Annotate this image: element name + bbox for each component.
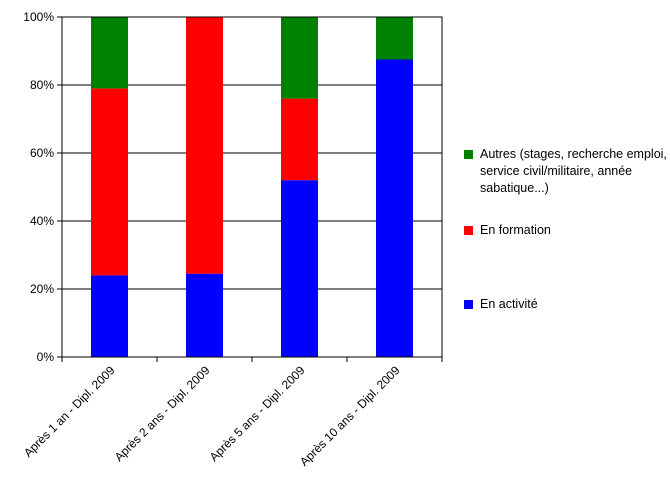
- x-tick-label: Après 10 ans - Dipl. 2009: [297, 363, 403, 469]
- legend-swatch: [464, 150, 473, 159]
- bar-segment: [186, 273, 223, 357]
- bars: [91, 17, 413, 357]
- bar-segment: [376, 59, 413, 357]
- legend-label: En formation: [480, 223, 551, 237]
- bar-segment: [186, 17, 223, 274]
- legend-item: En formation: [464, 222, 670, 239]
- bar-segment: [91, 17, 128, 89]
- y-tick-label: 0%: [37, 350, 55, 364]
- bar-segment: [91, 88, 128, 276]
- legend-label: En activité: [480, 297, 538, 311]
- y-tick-label: 100%: [23, 10, 54, 24]
- y-tick-label: 20%: [30, 282, 54, 296]
- x-tick-label: Après 2 ans - Dipl. 2009: [112, 363, 213, 464]
- y-tick-label: 80%: [30, 78, 54, 92]
- bar-segment: [281, 17, 318, 99]
- legend-item: En activité: [464, 296, 670, 313]
- legend-swatch: [464, 300, 473, 309]
- y-tick-label: 40%: [30, 214, 54, 228]
- y-tick-label: 60%: [30, 146, 54, 160]
- legend-item: Autres (stages, recherche emploi, servic…: [464, 146, 670, 197]
- bar-segment: [376, 17, 413, 60]
- x-tick-label: Après 1 an - Dipl. 2009: [21, 363, 118, 460]
- bar-segment: [281, 98, 318, 181]
- bar-segment: [91, 275, 128, 357]
- legend-swatch: [464, 226, 473, 235]
- legend-label: Autres (stages, recherche emploi, servic…: [480, 147, 667, 195]
- y-axis: 0% 20% 40% 60% 80% 100%: [23, 10, 62, 364]
- bar-segment: [281, 180, 318, 357]
- x-tick-label: Après 5 ans - Dipl. 2009: [207, 363, 308, 464]
